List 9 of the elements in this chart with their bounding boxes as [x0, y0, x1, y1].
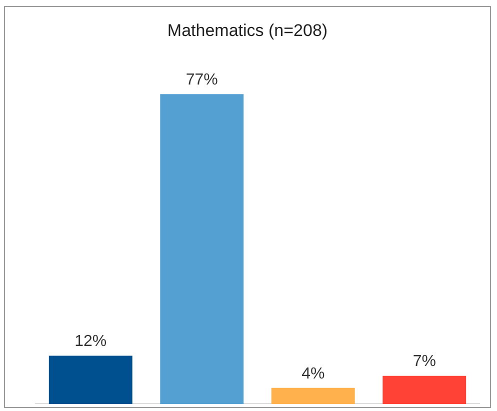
- data-label: 77%: [186, 71, 218, 88]
- data-label: 7%: [412, 353, 436, 370]
- data-label: 12%: [74, 333, 107, 350]
- bar: [48, 356, 132, 404]
- bar: [160, 94, 244, 404]
- chart-title: Mathematics (n=208): [166, 21, 329, 41]
- bar: [382, 376, 466, 404]
- data-label: 4%: [302, 365, 325, 382]
- bar: [271, 388, 355, 404]
